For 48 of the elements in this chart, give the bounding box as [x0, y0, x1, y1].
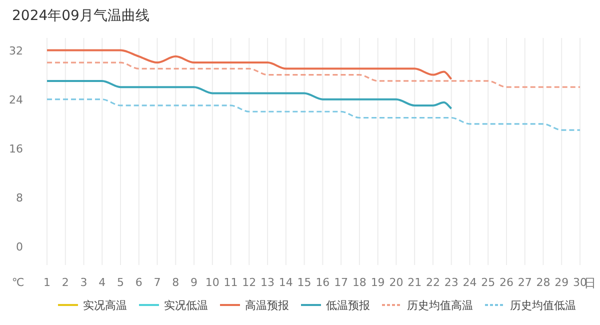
line-series: [46, 98, 581, 131]
x-tick-label: 29: [554, 276, 569, 289]
x-tick-label: 14: [278, 276, 293, 289]
x-tick-label: 17: [334, 276, 348, 289]
x-tick-label: 24: [462, 276, 477, 289]
x-tick-label: 18: [352, 276, 366, 289]
y-axis-title: ℃: [12, 276, 24, 289]
x-tick-label: 7: [154, 276, 161, 289]
x-tick-label: 11: [224, 276, 238, 289]
x-tick-label: 26: [499, 276, 514, 289]
x-tick-label: 3: [80, 276, 88, 289]
legend-label: 低温预报: [326, 299, 370, 312]
legend-label: 实况高温: [83, 299, 127, 312]
x-tick-label: 23: [444, 276, 458, 289]
y-tick-label: 32: [9, 44, 23, 58]
x-tick-label: 9: [190, 276, 198, 289]
x-tick-label: 4: [98, 276, 106, 289]
chart-title: 2024年09月气温曲线: [12, 8, 150, 24]
x-tick-label: 28: [536, 276, 550, 289]
x-tick-label: 5: [117, 276, 124, 289]
line-series: [46, 49, 452, 80]
line-series: [46, 80, 452, 110]
x-tick-label: 20: [389, 276, 404, 289]
line-series: [46, 62, 581, 88]
x-tick-label: 16: [316, 276, 330, 289]
x-tick-label: 2: [62, 276, 69, 289]
legend-label: 历史均值低温: [510, 299, 576, 312]
x-tick-label: 22: [426, 276, 440, 289]
y-tick-label: 8: [16, 192, 23, 205]
legend-label: 实况低温: [164, 299, 208, 312]
x-tick-label: 19: [370, 276, 385, 289]
y-tick-label: 0: [16, 240, 23, 254]
x-tick-label: 27: [518, 276, 532, 289]
x-tick-label: 6: [135, 276, 142, 289]
legend-label: 历史均值高温: [407, 299, 473, 312]
x-tick-label: 25: [481, 276, 496, 289]
x-tick-label: 1: [44, 276, 50, 289]
x-tick-label: 8: [172, 276, 180, 289]
x-tick-label: 30: [573, 276, 587, 289]
x-tick-label: 13: [260, 276, 275, 289]
x-tick-label: 12: [242, 276, 256, 289]
y-tick-label: 16: [9, 142, 23, 156]
x-tick-label: 15: [297, 276, 312, 289]
x-tick-label: 21: [408, 276, 422, 289]
legend-label: 高温预报: [245, 299, 289, 312]
x-tick-label: 10: [205, 276, 220, 289]
y-tick-label: 24: [9, 93, 23, 106]
x-axis-title: 日: [584, 276, 596, 290]
